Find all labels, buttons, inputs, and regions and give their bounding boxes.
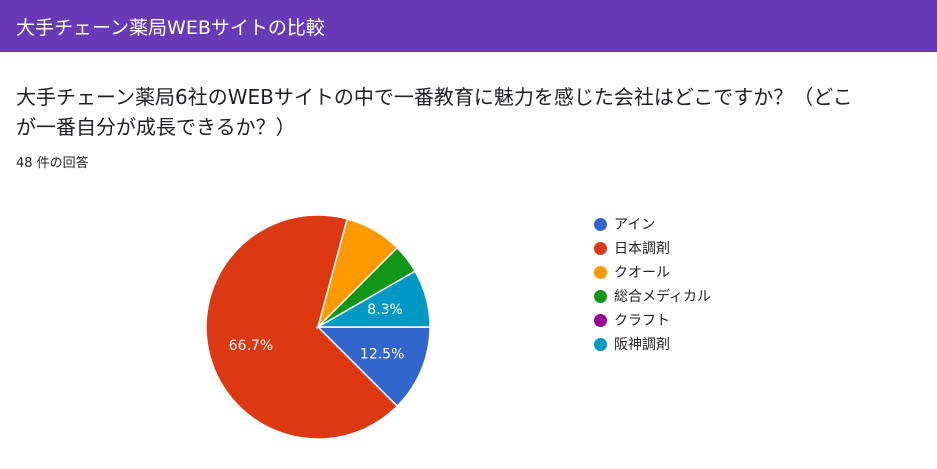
legend-label-1: 日本調剤 (614, 241, 670, 257)
legend-label-3: 総合メディカル (614, 289, 712, 305)
legend-swatch-3 (594, 289, 607, 303)
legend-item-4[interactable]: クラフト (594, 308, 711, 332)
page-header: 大手チェーン薬局WEBサイトの比較 (0, 0, 937, 52)
legend-swatch-2 (594, 265, 607, 279)
legend-label-0: アイン (614, 217, 656, 233)
pie-slice-5[interactable] (315, 270, 431, 328)
legend-item-1[interactable]: 日本調剤 (594, 236, 711, 260)
legend-swatch-1 (594, 241, 607, 255)
legend-item-0[interactable]: アイン (594, 212, 711, 236)
legend-label-5: 阪神調剤 (614, 337, 670, 353)
legend-swatch-0 (594, 217, 607, 231)
legend-swatch-5 (594, 337, 607, 351)
question-title: 大手チェーン薬局6社のWEBサイトの中で一番教育に魅力を感じた会社はどこですか？… (16, 85, 853, 139)
legend-item-3[interactable]: 総合メディカル (594, 284, 711, 308)
legend-label-4: クラフト (614, 313, 670, 329)
chart-legend: アイン日本調剤クオール総合メディカル クラフト阪神調剤 (594, 212, 711, 356)
pie-slice-label-1: 66.7% (229, 338, 273, 354)
pie-slice-label-5: 8.3% (367, 302, 403, 318)
legend-item-2[interactable]: クオール (594, 260, 711, 284)
pie-slice-0[interactable] (316, 326, 431, 408)
legend-swatch-4 (594, 313, 607, 327)
pie-slice-1[interactable] (205, 214, 399, 440)
pie-slice-label-0: 12.5% (360, 347, 404, 363)
legend-label-2: クオール (614, 265, 670, 281)
response-count: 48 件の回答 (16, 156, 89, 171)
form-title: 大手チェーン薬局WEBサイトの比較 (16, 16, 325, 39)
legend-item-5[interactable]: 阪神調剤 (594, 332, 711, 356)
